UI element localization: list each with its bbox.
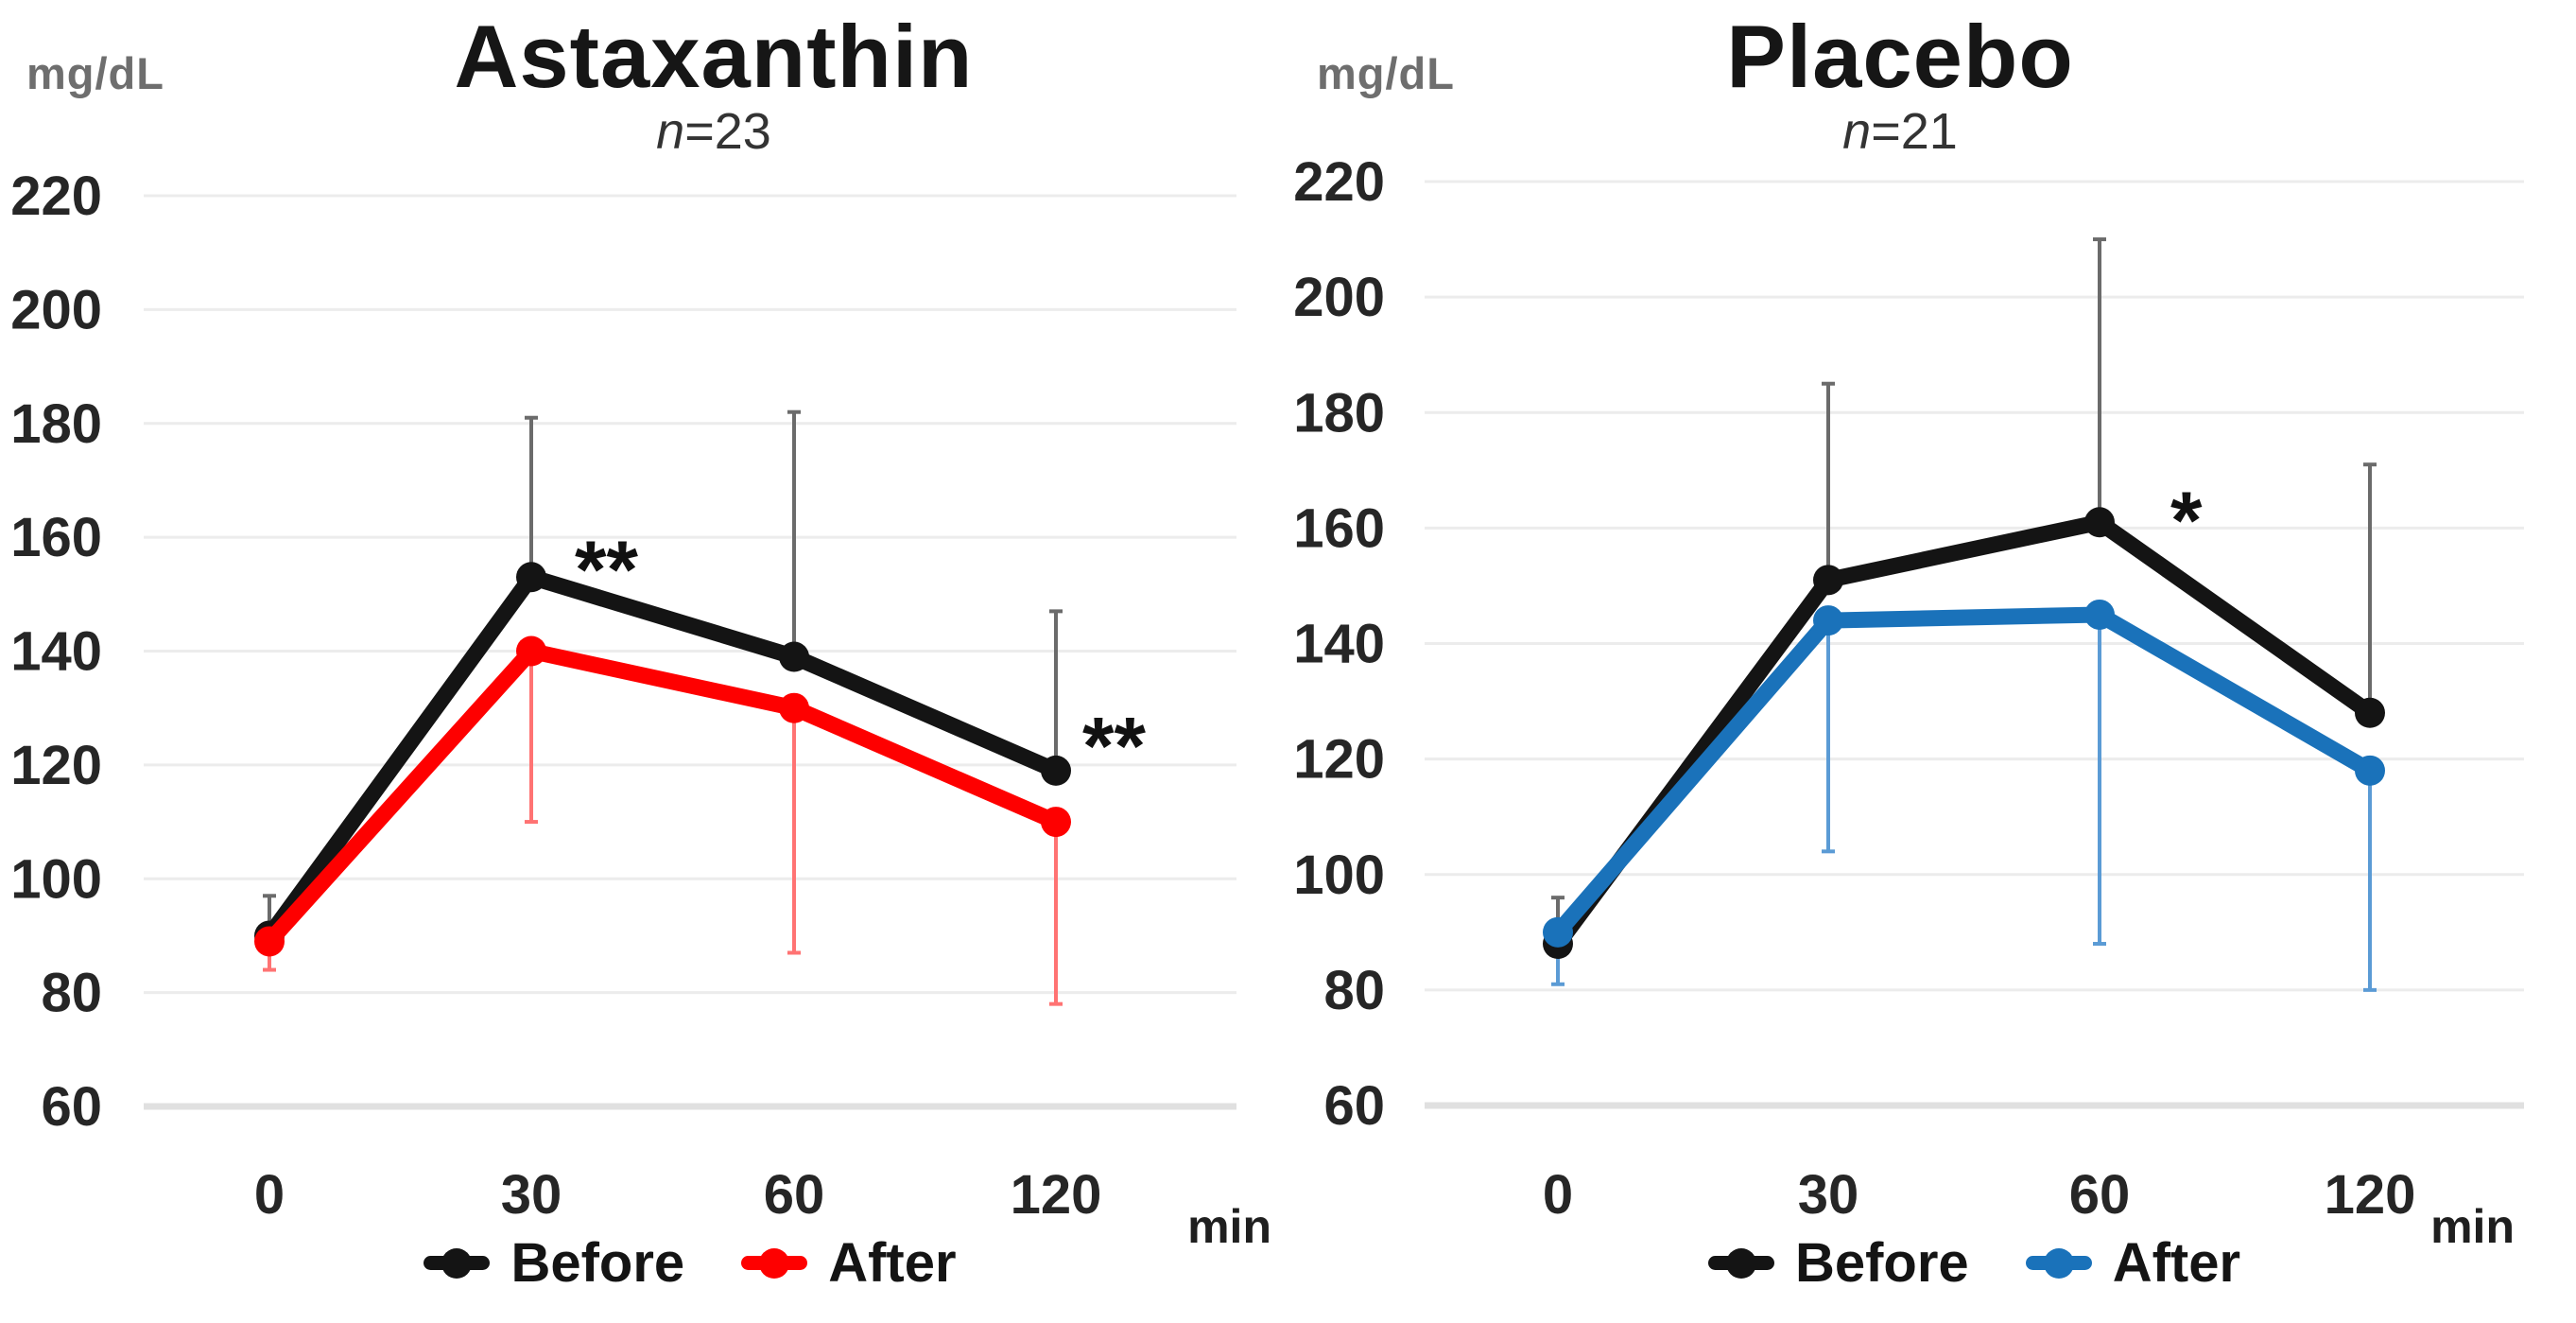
y-tick-label: 220 xyxy=(1293,151,1385,213)
data-point xyxy=(516,635,546,667)
series-after xyxy=(1543,599,2385,948)
data-point xyxy=(2355,755,2385,786)
x-axis-unit-label: min xyxy=(2430,1200,2515,1253)
x-axis-unit-label: min xyxy=(1187,1200,1271,1253)
astaxanthin-plot-area: 220 200 180 160 140 120 100 80 60 0 30 60 120 ** ** xyxy=(10,165,1236,1226)
sample-size-n: n xyxy=(1842,103,1872,160)
annotations: * xyxy=(2170,476,2203,566)
data-point xyxy=(1041,807,1071,838)
legend-item-before: Before xyxy=(424,1231,684,1295)
significance-marker: ** xyxy=(1082,702,1146,792)
significance-marker: * xyxy=(2170,476,2203,566)
x-tick-label: 0 xyxy=(254,1164,285,1226)
annotations: ** ** xyxy=(575,525,1146,792)
legend-item-before: Before xyxy=(1707,1231,1969,1295)
legend-label-after: After xyxy=(828,1232,957,1294)
y-tick-label: 160 xyxy=(10,507,102,568)
y-tick-labels: 220 200 180 160 140 120 100 80 60 xyxy=(1293,151,1385,1137)
data-point xyxy=(2084,507,2115,538)
before-series-marker-icon xyxy=(424,1256,491,1270)
x-tick-label: 60 xyxy=(2069,1164,2131,1226)
y-tick-label: 160 xyxy=(1293,497,1385,559)
legend: Before After xyxy=(1425,1231,2524,1295)
data-point xyxy=(1543,916,1573,948)
gridlines xyxy=(1425,180,2524,1109)
x-tick-labels: 0 30 60 120 xyxy=(1543,1164,2416,1226)
x-tick-label: 0 xyxy=(1543,1164,1573,1226)
gridlines xyxy=(144,194,1236,1110)
astaxanthin-chart: mg/dL Astaxanthin n=23 220 200 180 160 140 12… xyxy=(0,0,1286,1323)
chart-title: Astaxanthin xyxy=(454,7,974,106)
y-tick-label: 140 xyxy=(10,621,102,683)
before-series-marker-icon xyxy=(1707,1256,1774,1270)
x-tick-labels: 0 30 60 120 xyxy=(254,1164,1102,1226)
y-tick-label: 200 xyxy=(1293,267,1385,328)
x-tick-label: 60 xyxy=(764,1164,825,1226)
y-axis-unit-label: mg/dL xyxy=(1317,48,1455,98)
data-point xyxy=(779,692,809,723)
data-point xyxy=(2084,599,2115,630)
series-before xyxy=(254,562,1071,951)
sample-size-value: =23 xyxy=(684,103,771,160)
sample-size-label: n=21 xyxy=(1290,102,2510,161)
y-tick-label: 120 xyxy=(1293,729,1385,791)
error-bars-before xyxy=(263,409,1063,936)
sample-size-label: n=23 xyxy=(142,102,1286,161)
significance-marker: ** xyxy=(575,525,638,616)
x-tick-label: 120 xyxy=(1011,1164,1102,1226)
after-series-marker-icon xyxy=(2025,1256,2092,1270)
data-point xyxy=(779,641,809,672)
series-after xyxy=(254,635,1071,957)
y-tick-label: 220 xyxy=(10,165,102,227)
y-tick-label: 80 xyxy=(1323,960,1385,1021)
chart-title: Placebo xyxy=(1726,7,2074,106)
x-tick-label: 30 xyxy=(501,1164,562,1226)
data-point xyxy=(516,562,546,593)
placebo-plot-area: 220 200 180 160 140 120 100 80 60 0 30 60 120 * xyxy=(1293,151,2524,1226)
y-tick-label: 60 xyxy=(1323,1075,1385,1137)
legend-item-after: After xyxy=(741,1231,957,1295)
y-tick-label: 180 xyxy=(1293,382,1385,444)
y-axis-unit-label: mg/dL xyxy=(26,48,164,98)
y-tick-label: 60 xyxy=(41,1076,102,1138)
sample-size-value: =21 xyxy=(1871,103,1958,160)
legend-label-after: After xyxy=(2112,1232,2241,1294)
legend-item-after: After xyxy=(2025,1231,2241,1295)
y-tick-label: 140 xyxy=(1293,614,1385,675)
y-tick-label: 120 xyxy=(10,735,102,796)
legend: Before After xyxy=(144,1231,1236,1295)
y-tick-label: 100 xyxy=(1293,844,1385,906)
data-point xyxy=(1813,605,1843,636)
placebo-chart: mg/dL Placebo n=21 220 200 180 160 140 120 100… xyxy=(1290,0,2576,1323)
y-tick-label: 100 xyxy=(10,848,102,910)
y-tick-label: 200 xyxy=(10,279,102,340)
sample-size-n: n xyxy=(656,103,685,160)
y-tick-label: 180 xyxy=(10,393,102,455)
after-series-marker-icon xyxy=(741,1256,808,1270)
legend-label-before: Before xyxy=(510,1232,685,1294)
y-tick-labels: 220 200 180 160 140 120 100 80 60 xyxy=(10,165,102,1138)
error-bars-after xyxy=(263,651,1063,1006)
legend-label-before: Before xyxy=(1794,1232,1969,1294)
x-tick-label: 30 xyxy=(1798,1164,1859,1226)
data-point xyxy=(1041,755,1071,786)
data-point xyxy=(1813,565,1843,596)
error-bars-before xyxy=(1551,237,2377,945)
data-point xyxy=(2355,697,2385,728)
series-before xyxy=(1543,507,2385,960)
y-tick-label: 80 xyxy=(41,963,102,1024)
x-tick-label: 120 xyxy=(2325,1164,2416,1226)
data-point xyxy=(254,926,285,957)
